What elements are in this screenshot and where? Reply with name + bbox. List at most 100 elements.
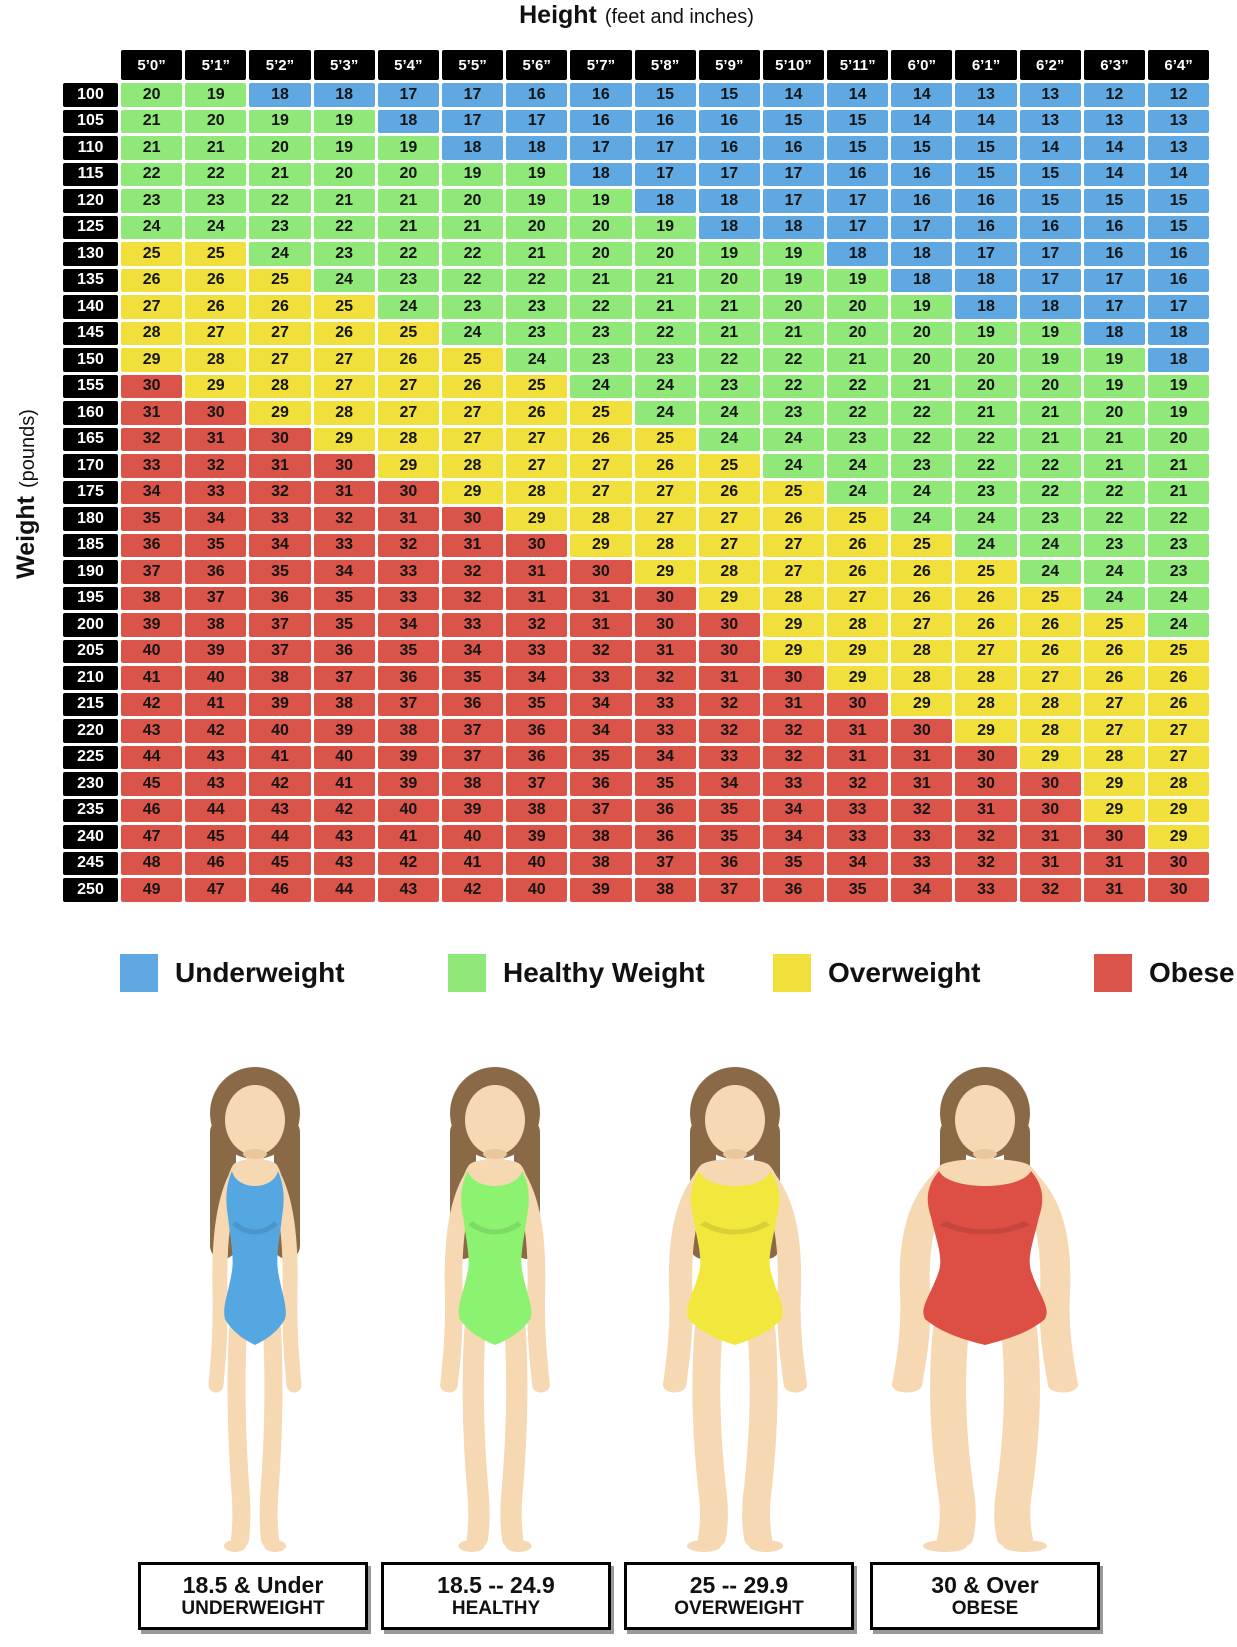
bmi-cell: 31 (827, 719, 889, 743)
bmi-cell: 31 (185, 427, 247, 451)
bmi-cell: 23 (185, 189, 247, 213)
bmi-cell: 23 (762, 401, 825, 425)
bmi-cell: 15 (1148, 189, 1210, 213)
weight-label-cell: 120 (63, 189, 118, 213)
bmi-cell: 15 (762, 109, 825, 133)
bmi-cell: 18 (698, 189, 760, 213)
legend-item-underweight: Underweight (120, 953, 345, 993)
bmi-cell: 34 (698, 772, 760, 796)
bmi-cell: 43 (121, 719, 183, 743)
bmi-cell: 22 (1083, 507, 1145, 531)
chart-title-sub: (feet and inches) (604, 6, 754, 28)
bmi-cell: 16 (955, 189, 1017, 213)
bmi-cell: 17 (441, 83, 504, 107)
legend-item-overweight: Overweight (773, 953, 980, 993)
bmi-cell: 41 (313, 772, 375, 796)
bmi-cell: 35 (698, 825, 760, 849)
weight-axis-sub: (pounds) (17, 409, 39, 489)
bmi-cell: 37 (249, 613, 311, 637)
right-foot (264, 1540, 286, 1552)
swimsuit (923, 1171, 1047, 1345)
bmi-cell: 16 (762, 136, 825, 160)
height-header-cell: 5’6” (506, 50, 568, 80)
bmi-cell: 47 (185, 878, 247, 902)
bmi-cell: 29 (891, 692, 953, 716)
bmi-cell: 21 (698, 321, 760, 345)
bmi-cell: 22 (1083, 480, 1145, 504)
left-arm (892, 1169, 962, 1393)
bmi-cell: 35 (121, 507, 183, 531)
bmi-cell: 38 (185, 613, 247, 637)
bmi-cell: 22 (827, 374, 889, 398)
bmi-cell: 33 (506, 639, 568, 663)
bmi-cell: 30 (1148, 851, 1210, 875)
bmi-cell: 26 (1148, 666, 1210, 690)
bmi-cell: 17 (698, 162, 760, 186)
bmi-cell: 33 (634, 719, 696, 743)
bmi-cell: 32 (185, 454, 247, 478)
bmi-cell: 31 (1083, 878, 1145, 902)
bmi-cell: 40 (506, 878, 568, 902)
bmi-cell: 33 (570, 666, 632, 690)
bmi-cell: 29 (441, 480, 504, 504)
range-box-underweight: 18.5 & Under UNDERWEIGHT (138, 1562, 368, 1630)
bmi-cell: 21 (634, 295, 696, 319)
bmi-cell: 20 (955, 348, 1017, 372)
bmi-cell: 32 (891, 798, 953, 822)
bmi-cell: 24 (698, 427, 760, 451)
bmi-cell: 18 (698, 215, 760, 239)
bmi-cell: 17 (891, 215, 953, 239)
bmi-cell: 38 (249, 666, 311, 690)
bmi-cell: 39 (377, 772, 439, 796)
bmi-range-value: 18.5 -- 24.9 (437, 1572, 555, 1598)
bmi-cell: 35 (313, 613, 375, 637)
bmi-cell: 40 (313, 745, 375, 769)
bmi-range-value: 18.5 & Under (182, 1572, 324, 1598)
bmi-cell: 21 (121, 136, 183, 160)
bmi-cell: 27 (698, 533, 760, 557)
bmi-cell: 20 (827, 321, 889, 345)
weight-label-cell: 105 (63, 109, 118, 133)
bmi-cell: 28 (506, 480, 568, 504)
bmi-cell: 35 (185, 533, 247, 557)
right-leg (500, 1320, 528, 1548)
bmi-cell: 36 (441, 692, 504, 716)
bmi-cell: 32 (377, 533, 439, 557)
right-foot (505, 1540, 532, 1552)
bmi-cell: 18 (570, 162, 632, 186)
bmi-cell: 28 (891, 666, 953, 690)
bmi-cell: 24 (441, 321, 504, 345)
bmi-cell: 27 (121, 295, 183, 319)
bmi-cell: 22 (441, 242, 504, 266)
height-header-cell: 5’3” (313, 50, 375, 80)
weight-axis-main: Weight (12, 496, 40, 579)
weight-label-cell: 180 (63, 507, 118, 531)
bmi-cell: 29 (1019, 745, 1081, 769)
bmi-cell: 33 (955, 878, 1017, 902)
bmi-cell: 39 (313, 719, 375, 743)
bmi-cell: 23 (441, 295, 504, 319)
bmi-cell: 41 (377, 825, 439, 849)
bmi-cell: 31 (634, 639, 696, 663)
bmi-cell: 20 (827, 295, 889, 319)
bmi-cell: 19 (1019, 321, 1081, 345)
bmi-cell: 27 (377, 401, 439, 425)
bmi-cell: 26 (377, 348, 439, 372)
bmi-cell: 18 (762, 215, 825, 239)
bmi-cell: 18 (249, 83, 311, 107)
weight-label-cell: 140 (63, 295, 118, 319)
bmi-cell: 24 (1083, 560, 1145, 584)
range-box-healthy: 18.5 -- 24.9 HEALTHY (381, 1562, 611, 1630)
bmi-cell: 46 (121, 798, 183, 822)
underweight-color-swatch (120, 954, 158, 992)
bmi-cell: 42 (185, 719, 247, 743)
bmi-cell: 34 (827, 851, 889, 875)
bmi-cell: 22 (891, 401, 953, 425)
bmi-cell: 32 (955, 825, 1017, 849)
weight-label-cell: 220 (63, 719, 118, 743)
bmi-cell: 23 (377, 268, 439, 292)
bmi-cell: 42 (441, 878, 504, 902)
bmi-cell: 13 (1019, 109, 1081, 133)
bmi-cell: 34 (506, 666, 568, 690)
bmi-cell: 21 (377, 215, 439, 239)
